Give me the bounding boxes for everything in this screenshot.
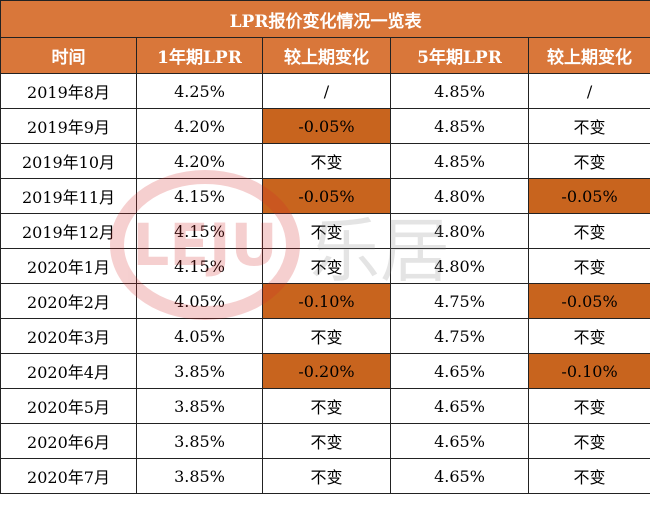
cell: 2020年6月: [0, 423, 137, 459]
data-row: 2020年5月 3.85% 不变 4.65% 不变: [0, 388, 650, 424]
data-row: 2019年11月 4.15% -0.05% 4.80% -0.05%: [0, 178, 650, 214]
cell: 4.65%: [390, 353, 529, 389]
cell: 4.25%: [136, 73, 263, 109]
cell: 2019年12月: [0, 213, 137, 249]
cell: 4.80%: [390, 213, 529, 249]
table-title: LPR报价变化情况一览表: [0, 0, 650, 38]
cell: 不变: [262, 388, 391, 424]
cell: 2020年2月: [0, 283, 137, 319]
cell: 4.15%: [136, 213, 263, 249]
data-row: 2019年10月 4.20% 不变 4.85% 不变: [0, 143, 650, 179]
cell: 2019年10月: [0, 143, 137, 179]
cell: 4.20%: [136, 143, 263, 179]
cell: 2020年7月: [0, 458, 137, 494]
data-row: 2020年6月 3.85% 不变 4.65% 不变: [0, 423, 650, 459]
cell: /: [262, 73, 391, 109]
cell: 4.80%: [390, 248, 529, 284]
cell: -0.10%: [527, 353, 650, 389]
data-row: 2019年12月 4.15% 不变 4.80% 不变: [0, 213, 650, 249]
cell: 4.65%: [390, 458, 529, 494]
cell: 2019年9月: [0, 108, 137, 144]
cell: 不变: [262, 423, 391, 459]
cell: 2019年8月: [0, 73, 137, 109]
data-row: 2019年8月 4.25%/4.85% /: [0, 73, 650, 109]
cell: 2020年4月: [0, 353, 137, 389]
cell: -0.05%: [262, 108, 391, 144]
cell: 4.05%: [136, 318, 263, 354]
cell: 不变: [527, 108, 650, 144]
cell: 2020年3月: [0, 318, 137, 354]
cell: -0.05%: [527, 178, 650, 214]
data-row: 2020年3月 4.05% 不变 4.75% 不变: [0, 318, 650, 354]
cell: 不变: [527, 213, 650, 249]
header-cell: 时间: [0, 37, 137, 74]
lpr-table: LPR报价变化情况一览表 时间 1年期LPR 较上期变化 5年期LPR 较上期变化 20…: [0, 0, 650, 494]
cell: 4.15%: [136, 178, 263, 214]
cell: 不变: [527, 458, 650, 494]
cell: 不变: [527, 388, 650, 424]
header-cell: 较上期变化: [262, 37, 391, 74]
cell: 4.05%: [136, 283, 263, 319]
header-row: 时间 1年期LPR 较上期变化 5年期LPR 较上期变化: [0, 37, 650, 74]
cell: 4.65%: [390, 423, 529, 459]
header-cell: 5年期LPR: [390, 37, 529, 74]
cell: 2019年11月: [0, 178, 137, 214]
cell: 3.85%: [136, 388, 263, 424]
cell: -0.05%: [527, 283, 650, 319]
cell: 不变: [262, 143, 391, 179]
header-cell: 较上期变化: [527, 37, 650, 74]
data-row: 2020年1月 4.15% 不变 4.80% 不变: [0, 248, 650, 284]
cell: 3.85%: [136, 458, 263, 494]
cell: 不变: [527, 318, 650, 354]
cell: 4.20%: [136, 108, 263, 144]
cell: 不变: [262, 213, 391, 249]
cell: /: [527, 73, 650, 109]
cell: 不变: [527, 143, 650, 179]
cell: -0.20%: [262, 353, 391, 389]
cell: -0.05%: [262, 178, 391, 214]
data-row: 2020年2月 4.05% -0.10% 4.75% -0.05%: [0, 283, 650, 319]
data-row: 2019年9月 4.20% -0.05% 4.85% 不变: [0, 108, 650, 144]
cell: 4.85%: [390, 143, 529, 179]
data-row: 2020年7月 3.85% 不变 4.65% 不变: [0, 458, 650, 494]
cell: 4.75%: [390, 283, 529, 319]
cell: 4.85%: [390, 73, 529, 109]
cell: 不变: [262, 458, 391, 494]
cell: 不变: [527, 423, 650, 459]
cell: 4.75%: [390, 318, 529, 354]
cell: 4.15%: [136, 248, 263, 284]
cell: 不变: [262, 248, 391, 284]
cell: 3.85%: [136, 353, 263, 389]
cell: 4.80%: [390, 178, 529, 214]
cell: 3.85%: [136, 423, 263, 459]
title-row: LPR报价变化情况一览表: [0, 0, 650, 38]
cell: 4.85%: [390, 108, 529, 144]
data-row: 2020年4月 3.85% -0.20% 4.65% -0.10%: [0, 353, 650, 389]
cell: 2020年1月: [0, 248, 137, 284]
cell: -0.10%: [262, 283, 391, 319]
header-cell: 1年期LPR: [136, 37, 263, 74]
cell: 不变: [527, 248, 650, 284]
cell: 4.65%: [390, 388, 529, 424]
cell: 不变: [262, 318, 391, 354]
cell: 2020年5月: [0, 388, 137, 424]
